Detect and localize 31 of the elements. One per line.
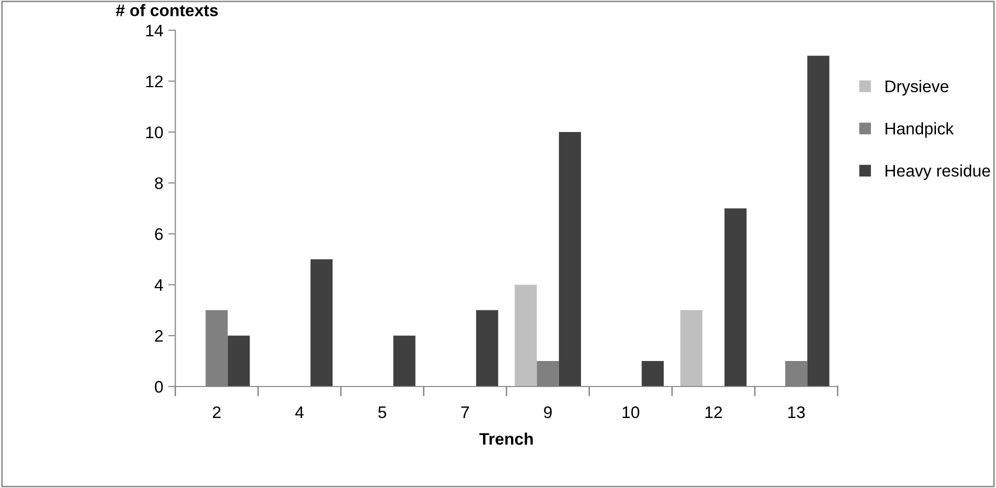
y-tick-label: 10: [146, 126, 163, 138]
x-tick-label: 13: [788, 406, 805, 418]
y-axis-title: # of contexts: [116, 4, 218, 16]
x-axis-title: Trench: [479, 432, 533, 445]
x-tick-label: 9: [544, 406, 552, 418]
bar: [807, 56, 830, 386]
y-tick-label: 12: [146, 76, 163, 88]
bar: [393, 336, 416, 386]
legend-label: Heavy residue: [886, 164, 990, 180]
y-tick-label: 6: [155, 228, 163, 240]
x-tick-label: 2: [212, 406, 220, 418]
y-tick-label: 4: [154, 279, 164, 291]
bar: [724, 208, 747, 386]
bar: [310, 259, 333, 386]
x-tick-label: 12: [705, 406, 722, 418]
bar: [680, 310, 702, 386]
x-tick-label: 4: [295, 406, 304, 418]
x-tick-label: 5: [378, 406, 386, 418]
x-tick-label: 10: [622, 406, 640, 418]
y-tick-label: 0: [154, 380, 163, 393]
bar: [514, 284, 537, 386]
legend-label: Drysieve: [886, 80, 948, 96]
legend-label: Handpick: [886, 122, 954, 138]
y-tick-label: 2: [155, 330, 163, 342]
y-tick-label: 8: [154, 177, 163, 190]
bar: [476, 310, 498, 386]
y-tick-label: 14: [146, 24, 164, 36]
bar: [642, 361, 664, 386]
bar: [558, 132, 581, 386]
x-tick-label: 7: [461, 406, 469, 418]
bar: [228, 336, 250, 386]
